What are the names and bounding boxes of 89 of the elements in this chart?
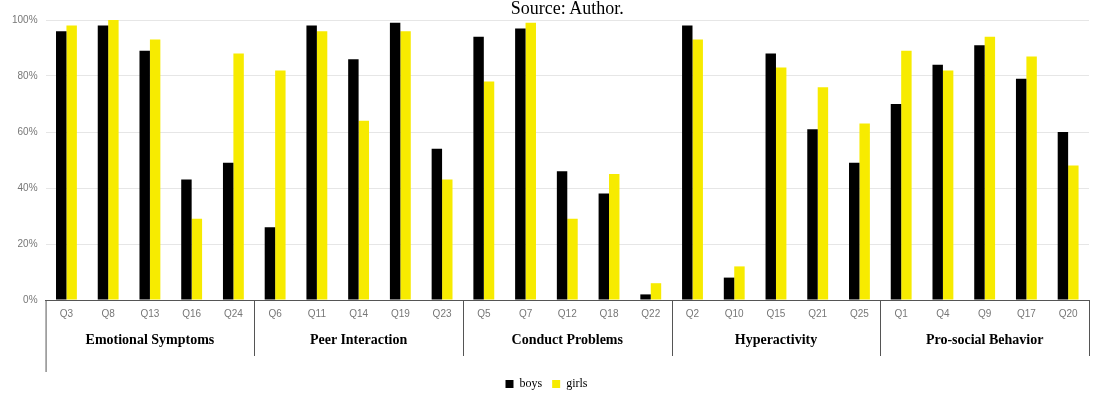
x-tick-label: Q6 <box>268 307 283 319</box>
x-tick-label: Q8 <box>101 307 116 319</box>
bar <box>849 162 860 300</box>
bar <box>942 70 954 300</box>
x-tick-label: Q15 <box>766 307 786 319</box>
x-tick-label: Q20 <box>1058 307 1079 319</box>
x-tick-label: Q21 <box>808 307 828 319</box>
x-tick-label: Q5 <box>477 307 491 319</box>
x-tick-label: Q25 <box>849 307 870 319</box>
bar <box>56 31 67 300</box>
x-tick-label: Q11 <box>307 307 327 319</box>
bar <box>609 174 620 300</box>
bar <box>984 36 996 300</box>
bar <box>348 59 359 300</box>
bar <box>233 53 244 300</box>
bar <box>431 148 443 300</box>
bar <box>66 25 77 300</box>
y-tick-label: 40% <box>17 181 38 193</box>
bar <box>734 266 745 300</box>
x-tick-label: Q12 <box>557 307 578 319</box>
y-tick-label: 80% <box>17 69 38 81</box>
bar <box>525 22 536 300</box>
bar <box>859 123 870 300</box>
bar <box>765 53 776 300</box>
bar <box>222 162 234 300</box>
x-tick-label: Q17 <box>1016 307 1037 319</box>
x-tick-label: Q2 <box>685 307 700 319</box>
x-tick-label: Q3 <box>59 307 74 319</box>
bar <box>650 283 662 300</box>
x-tick-label: Q9 <box>977 307 992 319</box>
bar <box>567 218 578 300</box>
bar <box>473 36 484 300</box>
bar <box>358 120 370 300</box>
bar <box>807 129 818 300</box>
x-tick-label: Q4 <box>936 307 951 319</box>
x-tick-label: Q24 <box>223 307 244 319</box>
text: Pro-social Behavior <box>925 331 1044 347</box>
text: Hyperactivity <box>734 331 818 347</box>
x-tick-label: Q22 <box>641 307 661 319</box>
bar <box>1068 165 1079 300</box>
y-tick-label: 60% <box>17 125 38 137</box>
bar <box>682 25 693 300</box>
legend-label: girls <box>566 376 588 391</box>
text: Conduct Problems <box>511 331 624 347</box>
y-tick-label: 0% <box>23 293 38 305</box>
bar <box>108 20 119 300</box>
bar <box>692 39 703 300</box>
bar <box>191 218 203 300</box>
source-note: Source: Author. <box>510 0 624 18</box>
bar <box>442 179 453 300</box>
bar <box>598 193 610 300</box>
bar <box>275 70 286 300</box>
x-tick-label: Q13 <box>140 307 160 319</box>
x-tick-label: Q23 <box>432 307 452 319</box>
text: Emotional Symptoms <box>85 331 215 347</box>
bar <box>97 25 109 300</box>
bar <box>901 50 912 300</box>
bar <box>890 104 902 300</box>
bar <box>316 31 328 300</box>
bar <box>181 179 192 300</box>
bar <box>389 22 401 300</box>
bar <box>1026 56 1037 300</box>
bar <box>640 294 651 300</box>
x-tick-label: Q19 <box>390 307 411 319</box>
bar <box>974 45 985 300</box>
x-tick-label: Q7 <box>518 307 533 319</box>
y-tick-label: 100% <box>12 13 38 25</box>
bar <box>139 50 150 300</box>
bar <box>515 28 526 300</box>
text: Peer Interaction <box>309 331 408 347</box>
bar <box>723 277 735 300</box>
bar <box>775 67 787 300</box>
y-tick-label: 20% <box>17 237 38 249</box>
x-tick-label: Q10 <box>724 307 745 319</box>
bar <box>149 39 161 300</box>
bar <box>1015 78 1027 300</box>
bar <box>556 171 568 300</box>
bar <box>817 87 829 300</box>
bar <box>264 227 276 300</box>
bar <box>306 25 317 300</box>
bar <box>932 64 943 300</box>
x-tick-label: Q14 <box>349 307 369 319</box>
x-tick-label: Q18 <box>599 307 619 319</box>
legend-label: boys <box>519 376 543 391</box>
bar <box>483 81 495 300</box>
x-tick-label: Q1 <box>894 307 909 319</box>
x-tick-label: Q16 <box>182 307 202 319</box>
bar <box>1057 132 1069 300</box>
bar <box>400 31 411 300</box>
